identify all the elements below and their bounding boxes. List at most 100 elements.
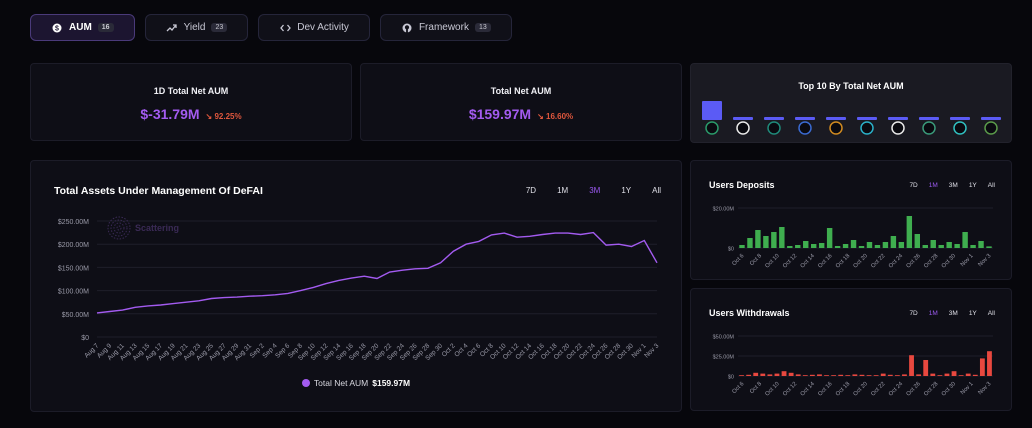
range-3m[interactable]: 3M — [589, 186, 601, 195]
kpi-total-title: Total Net AUM — [490, 86, 552, 96]
bar — [882, 242, 889, 248]
bar — [954, 244, 960, 248]
project-logo-icon[interactable] — [829, 121, 843, 135]
kpi-total-change: ↘ 16.60% — [537, 112, 574, 121]
x-tick-label: Oct 18 — [835, 253, 851, 269]
x-tick-label: Oct 12 — [782, 381, 798, 397]
bar — [803, 241, 809, 248]
bar — [873, 375, 879, 376]
legend-value: $159.97M — [372, 378, 411, 388]
top10-title: Top 10 By Total Net AUM — [798, 81, 904, 91]
tab-count-badge: 13 — [474, 23, 491, 32]
bar — [930, 240, 936, 248]
x-tick-label: Oct 20 — [853, 381, 869, 397]
x-tick-label: Oct 18 — [835, 381, 851, 397]
range-1m[interactable]: 1M — [928, 182, 938, 189]
bar — [970, 245, 976, 248]
x-tick-label: Oct 8 — [749, 253, 763, 267]
range-7d[interactable]: 7D — [909, 310, 918, 317]
tab-dev-activity[interactable]: Dev Activity — [258, 14, 370, 41]
range-1y[interactable]: 1Y — [968, 182, 977, 189]
bar — [894, 375, 900, 376]
project-logo-icon[interactable] — [736, 121, 750, 135]
tab-framework[interactable]: Framework 13 — [379, 14, 512, 41]
bar — [902, 374, 907, 376]
x-tick-label: Oct 30 — [941, 381, 957, 397]
tab-count-badge: 23 — [211, 23, 228, 32]
top10-card: Top 10 By Total Net AUM — [690, 63, 1012, 143]
bar — [824, 375, 829, 376]
x-tick-label: Oct 30 — [941, 253, 957, 269]
top10-bars — [702, 101, 1001, 135]
x-tick-label: Oct 10 — [764, 381, 780, 397]
range-3m[interactable]: 3M — [948, 182, 958, 189]
dollar-circle-icon: $ — [51, 22, 63, 34]
x-tick-label: Oct 6 — [731, 253, 745, 267]
bar — [771, 232, 777, 248]
y-tick-label: $0 — [728, 247, 734, 253]
bar — [930, 373, 936, 376]
range-1y[interactable]: 1Y — [968, 310, 977, 317]
tab-aum[interactable]: $ AUM 16 — [30, 14, 135, 41]
project-logo-icon[interactable] — [984, 121, 998, 135]
project-logo-icon[interactable] — [922, 121, 936, 135]
deposits-card: Users Deposits 7D 1M 3M 1Y All $0 $20.00M Oct … — [690, 160, 1012, 280]
kpi-1d-title: 1D Total Net AUM — [153, 86, 229, 96]
bar — [880, 373, 886, 376]
x-tick-label: Oct 6 — [731, 381, 745, 395]
main-chart-title: Total Assets Under Management Of DeFAI — [54, 185, 263, 197]
project-logo-icon[interactable] — [953, 121, 967, 135]
x-tick-label: Oct 14 — [800, 253, 817, 270]
bar — [987, 351, 992, 376]
project-logo-icon[interactable] — [860, 121, 874, 135]
bar — [767, 374, 773, 376]
bar — [898, 242, 905, 248]
range-1y[interactable]: 1Y — [621, 186, 632, 195]
x-tick-label: Oct 16 — [817, 381, 833, 397]
y-tick-label: $50.00M — [713, 335, 735, 341]
bar — [923, 360, 929, 376]
range-7d[interactable]: 7D — [525, 186, 537, 195]
range-all[interactable]: All — [987, 182, 995, 189]
bar — [890, 236, 897, 248]
tab-yield[interactable]: Yield 23 — [144, 14, 249, 41]
top10-bar — [733, 117, 753, 120]
project-logo-icon[interactable] — [705, 121, 719, 135]
project-logo-icon[interactable] — [891, 121, 905, 135]
x-tick-label: Oct 10 — [764, 253, 780, 269]
watermark-text: Scattering — [135, 223, 179, 233]
project-logo-icon[interactable] — [798, 121, 812, 135]
y-tick-label: $0 — [81, 335, 89, 342]
bar — [739, 375, 744, 376]
range-1m[interactable]: 1M — [928, 310, 938, 317]
bar — [906, 216, 913, 248]
x-tick-label: Oct 22 — [870, 253, 886, 269]
project-logo-icon[interactable] — [767, 121, 781, 135]
range-all[interactable]: All — [987, 310, 995, 317]
range-7d[interactable]: 7D — [909, 182, 918, 189]
y-tick-label: $150.00M — [58, 265, 89, 272]
bar — [845, 375, 851, 376]
main-line-chart: $0 $50.00M $100.00M $150.00M $200.00M $250.00… — [58, 216, 661, 362]
x-tick-label: Oct 28 — [923, 253, 939, 269]
bar — [859, 374, 865, 376]
bar — [922, 245, 928, 248]
legend-swatch — [301, 379, 310, 387]
bar — [850, 240, 857, 248]
range-1m[interactable]: 1M — [557, 186, 569, 195]
tab-label: Yield — [183, 22, 206, 33]
x-tick-label: Oct 28 — [923, 381, 939, 397]
x-tick-label: Nov 3 — [977, 253, 992, 268]
bar — [842, 244, 849, 248]
x-tick-label: Oct 20 — [853, 253, 869, 269]
bar — [747, 238, 753, 248]
x-tick-label: Oct 16 — [817, 253, 833, 269]
range-all[interactable]: All — [652, 186, 661, 195]
withdrawals-card: Users Withdrawals 7D 1M 3M 1Y All $0 $25.00M $… — [690, 288, 1012, 411]
main-range-selector: 7D 1M 3M 1Y All — [526, 186, 661, 195]
bar — [986, 246, 992, 248]
x-tick-label: Oct 24 — [888, 253, 905, 270]
range-3m[interactable]: 3M — [948, 310, 958, 317]
github-icon — [401, 22, 413, 34]
